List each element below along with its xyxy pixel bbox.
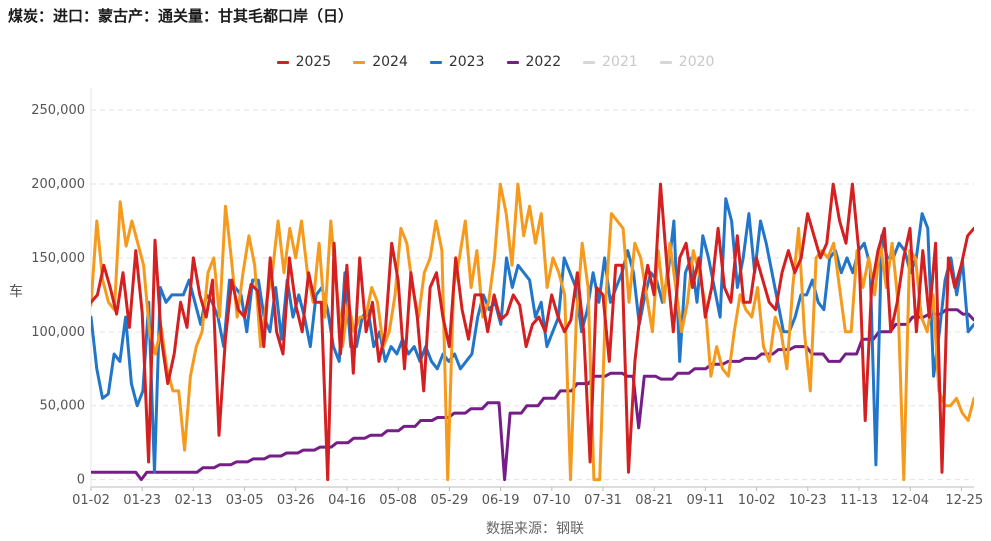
series-line-2022: [91, 308, 974, 482]
x-tick-label: 09-11: [687, 493, 725, 508]
x-tick-label: 04-16: [328, 493, 366, 508]
x-tick-label: 10-23: [789, 493, 827, 508]
legend-swatch: [659, 60, 672, 64]
y-tick-label: 200,000: [31, 177, 85, 192]
x-tick-label: 06-19: [482, 493, 520, 508]
x-tick-label: 12-04: [891, 493, 929, 508]
legend-item-2023[interactable]: 2023: [429, 54, 485, 70]
y-tick-label: 150,000: [31, 251, 85, 266]
chart-legend: 2025 2024 2023 2022 2021 2020: [0, 52, 991, 72]
x-tick-label: 12-25: [945, 493, 983, 508]
legend-label: 2025: [295, 54, 332, 70]
series-line-2025: [91, 182, 974, 482]
x-tick-label: 05-29: [431, 493, 469, 508]
x-tick-label: 02-13: [175, 493, 213, 508]
x-tick-label: 07-10: [533, 493, 571, 508]
legend-item-2020[interactable]: 2020: [659, 54, 715, 70]
y-tick-label: 0: [77, 473, 85, 488]
x-tick-label: 03-05: [226, 493, 264, 508]
x-tick-label: 07-31: [584, 493, 622, 508]
legend-label: 2022: [525, 54, 562, 70]
x-tick-label: 01-23: [123, 493, 161, 508]
legend-swatch: [506, 60, 519, 64]
legend-swatch: [583, 60, 596, 64]
legend-label: 2023: [448, 54, 485, 70]
y-tick-label: 100,000: [31, 325, 85, 340]
x-tick-label: 03-26: [277, 493, 315, 508]
legend-label: 2024: [372, 54, 408, 70]
series-line-2023: [91, 197, 974, 474]
legend-label: 2021: [602, 54, 638, 70]
x-tick-label: 10-02: [738, 493, 776, 508]
y-tick-label: 250,000: [31, 103, 85, 118]
x-tick-label: 11-13: [840, 493, 878, 508]
legend-item-2021[interactable]: 2021: [583, 54, 638, 70]
legend-item-2024[interactable]: 2024: [353, 54, 408, 70]
x-tick-label: 01-02: [72, 493, 110, 508]
legend-item-2022[interactable]: 2022: [506, 54, 562, 70]
legend-swatch: [353, 60, 366, 64]
data-source: 数据来源：钢联: [486, 521, 584, 537]
y-axis-title: 车: [9, 283, 23, 300]
x-tick-label: 05-08: [379, 493, 417, 508]
legend-swatch: [276, 60, 289, 64]
legend-item-2025[interactable]: 2025: [276, 54, 332, 70]
legend-label: 2020: [678, 54, 715, 70]
chart-title: 煤炭：进口：蒙古产：通关量：甘其毛都口岸（日）: [8, 7, 354, 25]
y-tick-label: 50,000: [40, 399, 86, 414]
legend-swatch: [429, 60, 442, 64]
x-tick-label: 08-21: [635, 493, 673, 508]
